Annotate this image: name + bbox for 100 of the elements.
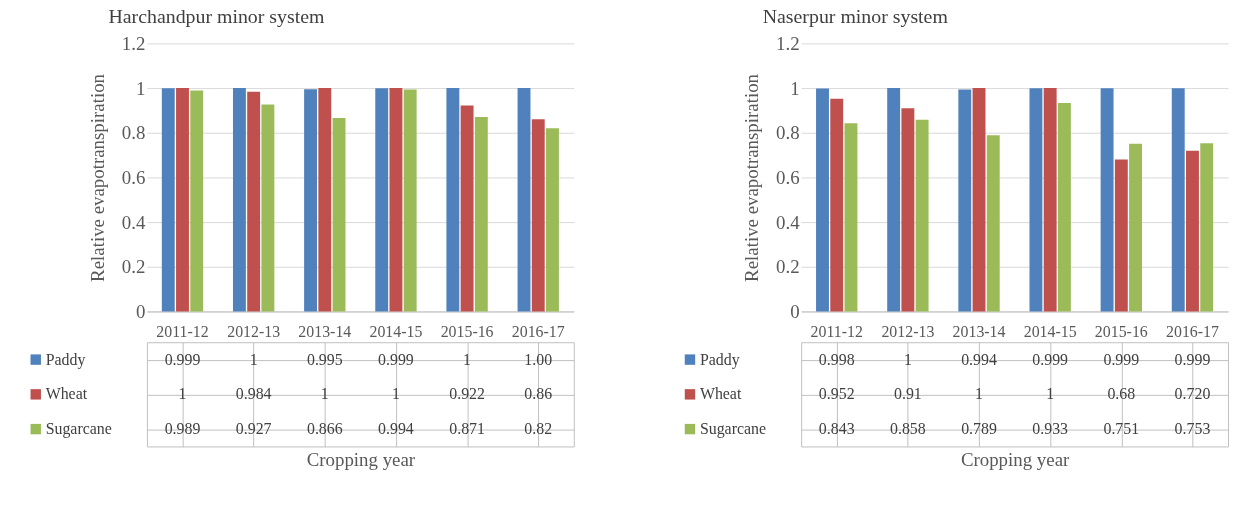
bar — [972, 88, 986, 312]
data-label: 0.984 — [235, 385, 272, 403]
bar — [446, 88, 460, 312]
bar — [1129, 143, 1142, 312]
bar — [844, 123, 858, 312]
y-tick-label: 0.6 — [776, 166, 800, 188]
bar — [1171, 88, 1185, 312]
bar — [1043, 88, 1057, 312]
legend-label: Paddy — [699, 350, 740, 369]
bar — [389, 88, 403, 312]
x-tick-label: 2015-16 — [1094, 322, 1148, 340]
bar — [546, 128, 559, 312]
bar — [816, 88, 829, 312]
bar — [1057, 103, 1071, 312]
bar — [318, 88, 332, 312]
data-label: 0.998 — [818, 350, 855, 368]
legend-label: Paddy — [45, 350, 86, 369]
y-tick-label: 0.6 — [121, 166, 146, 188]
data-label: 1 — [391, 385, 400, 403]
data-label: 0.68 — [1107, 385, 1136, 403]
data-label: 0.751 — [1103, 420, 1140, 438]
bar — [1186, 150, 1199, 312]
y-tick-label: 0.8 — [121, 122, 146, 144]
data-label: 0.871 — [449, 420, 485, 438]
data-label: 0.922 — [449, 385, 486, 403]
data-label: 0.999 — [378, 350, 414, 368]
bar — [403, 89, 417, 312]
data-label: 0.999 — [1103, 350, 1140, 368]
data-label: 0.999 — [164, 350, 201, 368]
x-axis-title: Cropping year — [960, 448, 1071, 470]
y-tick-label: 1 — [136, 77, 146, 99]
data-label: 0.789 — [961, 420, 997, 438]
x-tick-label: 2016-17 — [511, 322, 565, 340]
bar — [247, 91, 261, 312]
bar — [830, 98, 844, 312]
y-tick-label: 1.2 — [776, 32, 800, 54]
y-axis-title: Relative evapotranspiration — [741, 73, 763, 282]
data-label: 0.843 — [818, 420, 855, 438]
bar — [958, 89, 972, 312]
data-label: 0.86 — [524, 385, 553, 403]
data-label: 1.00 — [524, 350, 553, 368]
bar — [1100, 88, 1114, 312]
bar — [190, 90, 204, 312]
data-label: 1 — [320, 385, 329, 403]
x-axis-title: Cropping year — [306, 448, 416, 470]
data-label: 0.82 — [524, 420, 553, 438]
x-tick-label: 2013-14 — [298, 322, 352, 340]
data-label: 0.858 — [890, 420, 926, 438]
bar — [232, 88, 246, 312]
bar — [474, 116, 488, 312]
data-label: 1 — [903, 350, 912, 368]
x-tick-label: 2012-13 — [227, 322, 281, 340]
bar — [986, 135, 1000, 312]
x-tick-label: 2012-13 — [881, 322, 935, 340]
x-tick-label: 2016-17 — [1166, 322, 1219, 340]
bar — [261, 104, 275, 312]
x-tick-label: 2011-12 — [810, 322, 863, 340]
y-tick-label: 0.2 — [776, 256, 800, 278]
bar — [1029, 88, 1043, 312]
bar — [332, 118, 346, 312]
data-label: 1 — [975, 385, 983, 403]
x-tick-label: 2013-14 — [952, 322, 1006, 340]
data-label: 1 — [178, 385, 187, 403]
chart-title: Naserpur minor system — [762, 4, 949, 27]
bar — [460, 105, 474, 312]
legend-label: Sugarcane — [45, 420, 112, 439]
y-tick-label: 1 — [790, 77, 800, 99]
y-tick-label: 0.2 — [121, 256, 146, 278]
data-label: 0.999 — [1174, 350, 1211, 368]
bar — [901, 108, 915, 312]
data-label: 1 — [249, 350, 258, 368]
bar — [304, 89, 318, 312]
data-label: 0.866 — [306, 420, 343, 438]
x-tick-label: 2014-15 — [369, 322, 423, 340]
y-tick-label: 0 — [790, 300, 800, 322]
data-label: 0.989 — [164, 420, 201, 438]
bar — [1200, 143, 1214, 312]
bar — [375, 88, 389, 312]
bar — [517, 88, 531, 312]
data-label: 0.91 — [893, 385, 922, 403]
bar — [887, 88, 901, 312]
data-label: 0.999 — [1032, 350, 1069, 368]
legend-label: Sugarcane — [699, 420, 767, 439]
data-label: 0.952 — [818, 385, 855, 403]
legend-label: Wheat — [45, 385, 88, 403]
chart-title: Harchandpur minor system — [108, 4, 326, 27]
x-tick-label: 2014-15 — [1023, 322, 1077, 340]
legend-label: Wheat — [699, 385, 742, 403]
data-label: 0.720 — [1174, 385, 1211, 403]
bar — [161, 88, 175, 312]
y-tick-label: 0.4 — [121, 211, 147, 233]
y-tick-label: 1.2 — [121, 32, 146, 54]
data-label: 1 — [1046, 385, 1055, 403]
bar — [1114, 159, 1128, 312]
bar — [915, 119, 929, 312]
bar — [531, 119, 545, 312]
y-axis-title: Relative evapotranspiration — [86, 73, 108, 282]
data-label: 0.995 — [306, 350, 343, 368]
data-label: 0.927 — [235, 420, 272, 438]
x-tick-label: 2011-12 — [156, 322, 209, 340]
